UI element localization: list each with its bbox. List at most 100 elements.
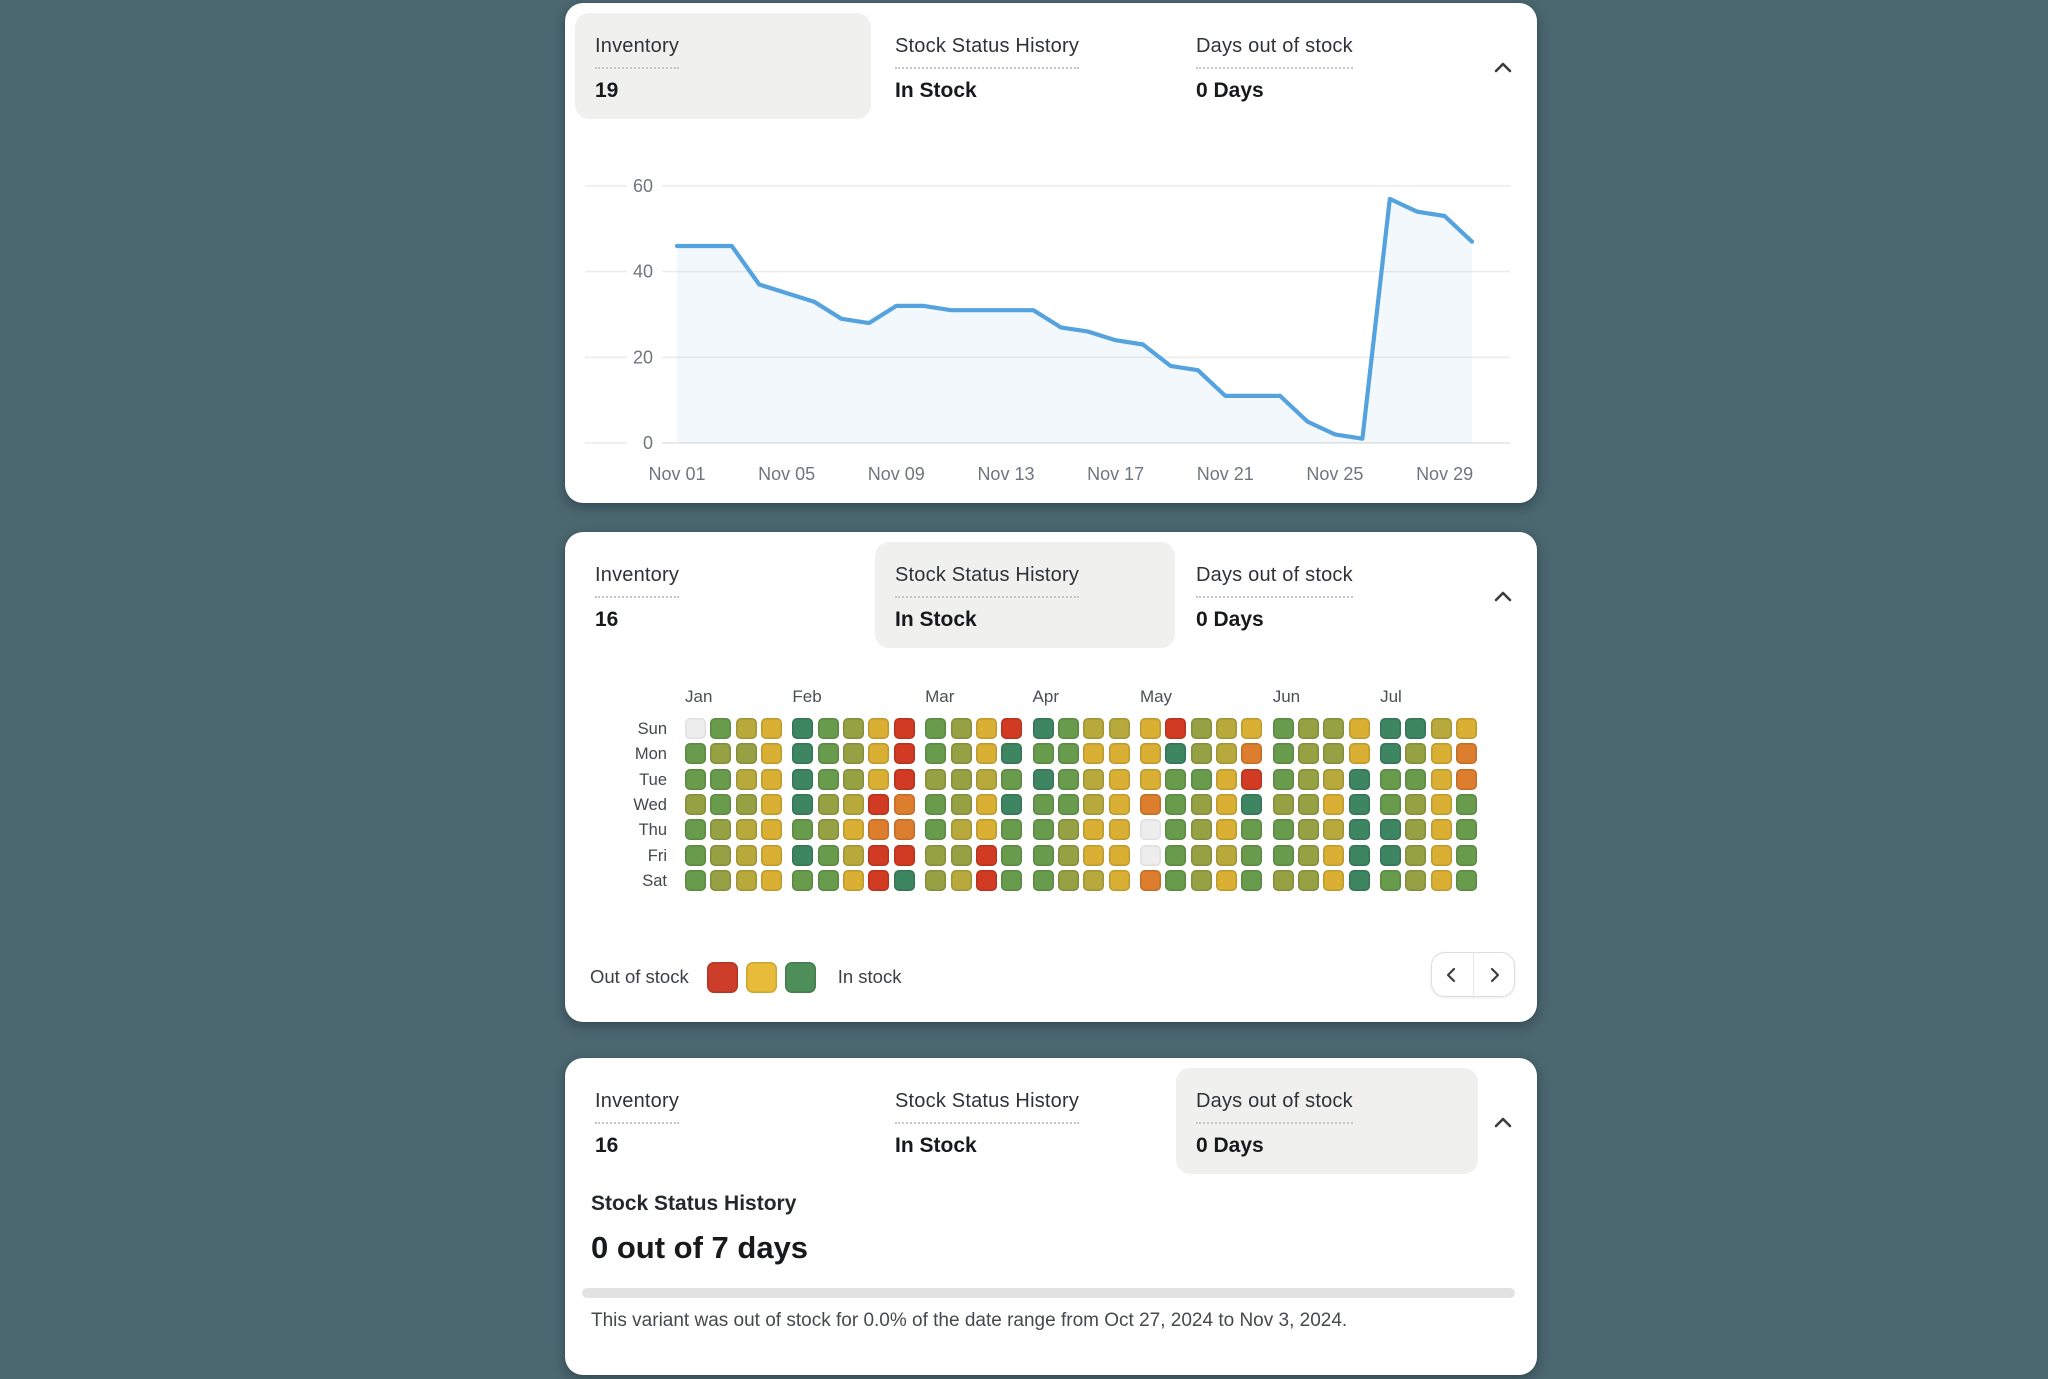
- heatmap-cell[interactable]: [950, 844, 972, 866]
- heatmap-cell[interactable]: [1323, 819, 1345, 841]
- collapse-card-button[interactable]: [1485, 51, 1521, 87]
- heatmap-cell[interactable]: [1139, 870, 1161, 892]
- heatmap-cell[interactable]: [1108, 794, 1130, 816]
- heatmap-cell[interactable]: [1241, 794, 1263, 816]
- heatmap-cell[interactable]: [1348, 768, 1370, 790]
- heatmap-cell[interactable]: [1241, 819, 1263, 841]
- heatmap-cell[interactable]: [1083, 844, 1105, 866]
- heatmap-cell[interactable]: [1380, 743, 1402, 765]
- heatmap-cell[interactable]: [975, 844, 997, 866]
- heatmap-cell[interactable]: [950, 768, 972, 790]
- heatmap-cell[interactable]: [925, 768, 947, 790]
- heatmap-cell[interactable]: [1190, 844, 1212, 866]
- heatmap-cell[interactable]: [1108, 844, 1130, 866]
- heatmap-cell[interactable]: [1298, 794, 1320, 816]
- heatmap-cell[interactable]: [925, 794, 947, 816]
- heatmap-cell[interactable]: [1323, 844, 1345, 866]
- heatmap-cell[interactable]: [1083, 718, 1105, 739]
- heatmap-cell[interactable]: [975, 743, 997, 765]
- heatmap-cell[interactable]: [1165, 743, 1187, 765]
- heatmap-cell[interactable]: [1272, 768, 1294, 790]
- heatmap-cell[interactable]: [843, 768, 865, 790]
- heatmap-cell[interactable]: [950, 794, 972, 816]
- tab-stock-status-history[interactable]: Stock Status History In Stock: [875, 1068, 1175, 1174]
- tab-inventory[interactable]: Inventory 16: [575, 542, 871, 648]
- heatmap-cell[interactable]: [868, 794, 890, 816]
- heatmap-cell[interactable]: [1032, 844, 1054, 866]
- heatmap-cell[interactable]: [1190, 743, 1212, 765]
- heatmap-cell[interactable]: [761, 718, 783, 739]
- heatmap-cell[interactable]: [1216, 743, 1237, 765]
- heatmap-cell[interactable]: [1139, 819, 1161, 841]
- heatmap-cell[interactable]: [1430, 794, 1452, 816]
- heatmap-cell[interactable]: [792, 794, 814, 816]
- heatmap-cell[interactable]: [1323, 743, 1345, 765]
- heatmap-cell[interactable]: [1057, 844, 1079, 866]
- heatmap-cell[interactable]: [1348, 844, 1370, 866]
- heatmap-cell[interactable]: [685, 870, 706, 892]
- heatmap-cell[interactable]: [1032, 870, 1054, 892]
- tab-days-out-of-stock[interactable]: Days out of stock 0 Days: [1176, 13, 1478, 119]
- heatmap-cell[interactable]: [893, 819, 915, 841]
- heatmap-cell[interactable]: [1456, 844, 1478, 866]
- heatmap-cell[interactable]: [1405, 718, 1427, 739]
- heatmap-cell[interactable]: [792, 718, 814, 739]
- heatmap-cell[interactable]: [1323, 768, 1345, 790]
- heatmap-cell[interactable]: [1241, 844, 1263, 866]
- heatmap-cell[interactable]: [893, 768, 915, 790]
- heatmap-cell[interactable]: [1348, 718, 1370, 739]
- heatmap-cell[interactable]: [1083, 743, 1105, 765]
- heatmap-cell[interactable]: [817, 768, 839, 790]
- heatmap-cell[interactable]: [1380, 768, 1402, 790]
- heatmap-cell[interactable]: [685, 844, 706, 866]
- heatmap-cell[interactable]: [1348, 794, 1370, 816]
- heatmap-cell[interactable]: [1348, 870, 1370, 892]
- heatmap-cell[interactable]: [1190, 794, 1212, 816]
- heatmap-cell[interactable]: [710, 844, 732, 866]
- heatmap-cell[interactable]: [868, 819, 890, 841]
- heatmap-cell[interactable]: [1456, 743, 1478, 765]
- heatmap-cell[interactable]: [893, 844, 915, 866]
- heatmap-cell[interactable]: [1216, 819, 1237, 841]
- heatmap-cell[interactable]: [1032, 794, 1054, 816]
- previous-page-button[interactable]: [1432, 953, 1473, 996]
- heatmap-cell[interactable]: [735, 870, 757, 892]
- heatmap-cell[interactable]: [950, 870, 972, 892]
- heatmap-cell[interactable]: [893, 743, 915, 765]
- heatmap-cell[interactable]: [1216, 718, 1237, 739]
- heatmap-cell[interactable]: [792, 743, 814, 765]
- heatmap-cell[interactable]: [1323, 794, 1345, 816]
- heatmap-cell[interactable]: [761, 844, 783, 866]
- heatmap-cell[interactable]: [1380, 819, 1402, 841]
- heatmap-cell[interactable]: [1108, 718, 1130, 739]
- heatmap-cell[interactable]: [1272, 794, 1294, 816]
- heatmap-cell[interactable]: [1108, 743, 1130, 765]
- tab-stock-status-history[interactable]: Stock Status History In Stock: [875, 13, 1175, 119]
- heatmap-cell[interactable]: [792, 819, 814, 841]
- heatmap-cell[interactable]: [735, 743, 757, 765]
- heatmap-cell[interactable]: [761, 743, 783, 765]
- heatmap-cell[interactable]: [868, 718, 890, 739]
- heatmap-cell[interactable]: [975, 794, 997, 816]
- heatmap-cell[interactable]: [817, 819, 839, 841]
- heatmap-cell[interactable]: [1057, 794, 1079, 816]
- heatmap-cell[interactable]: [975, 870, 997, 892]
- heatmap-cell[interactable]: [1139, 743, 1161, 765]
- heatmap-cell[interactable]: [1241, 870, 1263, 892]
- heatmap-cell[interactable]: [1001, 718, 1023, 739]
- heatmap-cell[interactable]: [1001, 743, 1023, 765]
- heatmap-cell[interactable]: [1057, 819, 1079, 841]
- heatmap-cell[interactable]: [1430, 768, 1452, 790]
- heatmap-cell[interactable]: [843, 844, 865, 866]
- heatmap-cell[interactable]: [710, 794, 732, 816]
- heatmap-cell[interactable]: [1001, 768, 1023, 790]
- heatmap-cell[interactable]: [1241, 768, 1263, 790]
- tab-days-out-of-stock[interactable]: Days out of stock 0 Days: [1176, 1068, 1478, 1174]
- heatmap-cell[interactable]: [1456, 768, 1478, 790]
- heatmap-cell[interactable]: [1032, 768, 1054, 790]
- heatmap-cell[interactable]: [1216, 768, 1237, 790]
- heatmap-cell[interactable]: [685, 768, 706, 790]
- heatmap-cell[interactable]: [1456, 870, 1478, 892]
- heatmap-cell[interactable]: [817, 743, 839, 765]
- heatmap-cell[interactable]: [1108, 768, 1130, 790]
